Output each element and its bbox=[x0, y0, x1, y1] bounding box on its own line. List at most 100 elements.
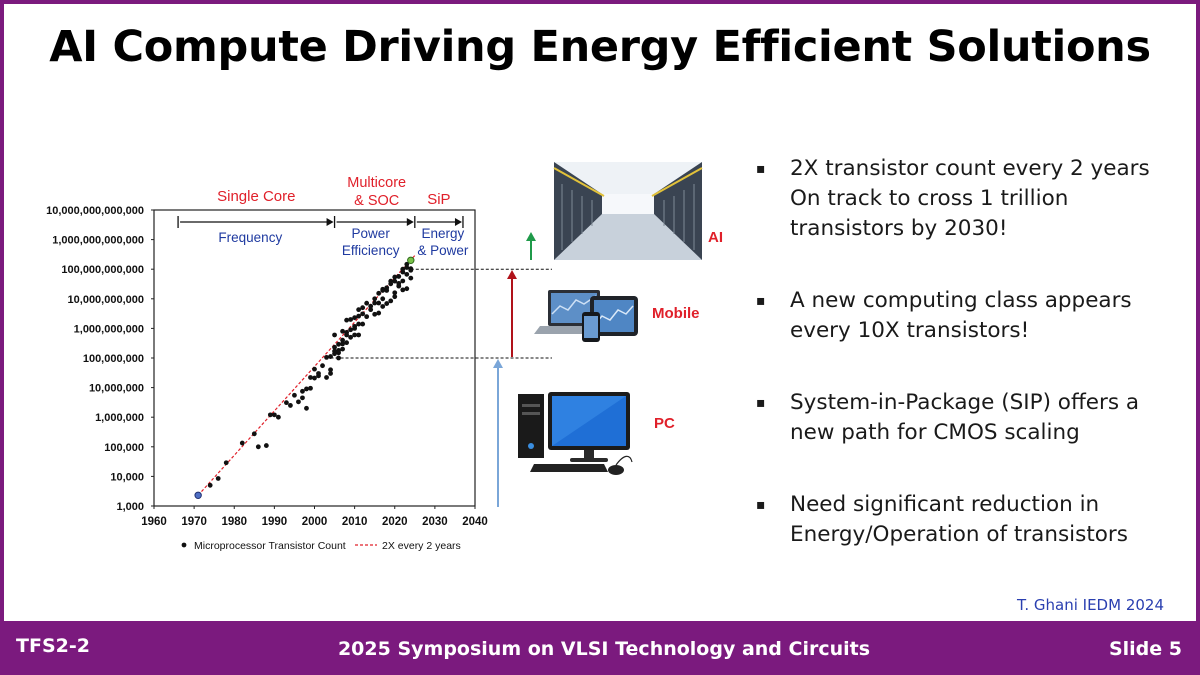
legend-label: Microprocessor Transistor Count bbox=[194, 540, 346, 552]
data-point bbox=[340, 337, 345, 343]
data-point bbox=[255, 444, 261, 450]
data-point bbox=[336, 355, 341, 361]
data-point bbox=[400, 287, 406, 293]
era-label: SiP bbox=[427, 191, 450, 208]
data-point bbox=[340, 341, 345, 347]
data-point bbox=[364, 314, 370, 320]
citation: T. Ghani IEDM 2024 bbox=[1016, 596, 1164, 614]
datacenter-image bbox=[553, 162, 703, 260]
y-tick-label: 10,000,000 bbox=[89, 383, 144, 395]
data-point bbox=[376, 300, 382, 306]
ai-label: AI bbox=[708, 229, 723, 246]
footer-conference: 2025 Symposium on VLSI Technology and Ci… bbox=[337, 638, 871, 660]
x-tick-label: 2000 bbox=[302, 516, 328, 528]
y-tick-label: 10,000,000,000,000 bbox=[46, 205, 144, 217]
phase-label: Frequency bbox=[218, 230, 282, 245]
data-point bbox=[356, 313, 362, 319]
y-tick-label: 1,000,000,000 bbox=[74, 323, 144, 335]
bullet-marker: ▪ bbox=[756, 161, 766, 177]
data-point bbox=[404, 261, 410, 267]
laptop-tablet-phone-image bbox=[534, 290, 638, 342]
data-point bbox=[300, 388, 305, 394]
data-point bbox=[376, 310, 382, 316]
data-point bbox=[376, 290, 382, 296]
device-classes: AI Mobile bbox=[504, 154, 734, 514]
data-point bbox=[384, 301, 390, 306]
data-point bbox=[380, 286, 386, 292]
data-point bbox=[408, 266, 414, 272]
bullet-marker: ▪ bbox=[756, 395, 766, 411]
data-point bbox=[223, 460, 229, 466]
footer-session-id: TFS2-2 bbox=[16, 635, 90, 657]
data-point bbox=[312, 366, 317, 372]
data-point bbox=[308, 375, 313, 380]
data-point bbox=[300, 395, 305, 401]
data-point bbox=[215, 476, 221, 481]
y-tick-label: 1,000,000 bbox=[95, 412, 144, 424]
bullet-item: ▪ 2X transistor count every 2 years On tra… bbox=[756, 154, 1176, 244]
data-point bbox=[312, 375, 317, 381]
data-point bbox=[288, 403, 293, 408]
data-point bbox=[360, 311, 366, 317]
data-point bbox=[404, 271, 410, 277]
data-point bbox=[340, 328, 345, 334]
bullet-text-line: A new computing class appears bbox=[790, 288, 1132, 313]
data-point bbox=[388, 281, 394, 287]
data-point bbox=[344, 340, 349, 346]
data-point bbox=[360, 305, 366, 311]
data-point bbox=[263, 443, 269, 448]
data-point bbox=[352, 326, 358, 331]
device-classes-svg: AI Mobile bbox=[518, 162, 723, 475]
y-tick-label: 10,000 bbox=[110, 471, 144, 483]
x-tick-label: 2020 bbox=[382, 516, 408, 528]
data-point bbox=[344, 317, 349, 323]
data-point bbox=[396, 274, 402, 279]
x-tick-label: 1990 bbox=[262, 516, 288, 528]
bullet-item: ▪ Need significant reduction in Energy/Ope… bbox=[756, 490, 1176, 550]
data-point bbox=[251, 431, 257, 437]
bullet-text-line: new path for CMOS scaling bbox=[790, 420, 1080, 445]
bullet-text-line: System-in-Package (SIP) offers a bbox=[790, 390, 1140, 415]
desktop-computer-image bbox=[518, 392, 633, 475]
era-arrowhead bbox=[454, 218, 462, 226]
latest-point bbox=[407, 256, 415, 264]
data-point bbox=[328, 354, 333, 359]
data-point bbox=[392, 278, 398, 284]
data-point bbox=[372, 311, 378, 317]
x-tick-label: 2040 bbox=[462, 516, 488, 528]
transistor-chart: 1,000 10,000 100,000 1,000,000 10,000,000 100… bbox=[22, 164, 552, 559]
data-point bbox=[336, 341, 341, 347]
phase-label: Power Efficiency bbox=[342, 226, 400, 258]
data-point bbox=[404, 286, 410, 292]
data-point bbox=[380, 296, 386, 302]
data-point bbox=[296, 399, 301, 405]
y-tick-label: 100,000,000,000 bbox=[61, 264, 144, 276]
data-point bbox=[308, 385, 313, 391]
footer-slide-number: Slide 5 bbox=[1108, 638, 1182, 660]
data-point bbox=[304, 405, 309, 411]
bullet-marker: ▪ bbox=[756, 293, 766, 309]
data-point bbox=[332, 344, 337, 350]
data-point bbox=[332, 351, 337, 357]
era-label: Multicore & SOC bbox=[347, 175, 406, 209]
data-point bbox=[292, 392, 297, 398]
bullet-text-line: every 10X transistors! bbox=[790, 318, 1030, 343]
y-tick-label: 1,000 bbox=[116, 501, 144, 513]
x-tick-label: 2010 bbox=[342, 516, 368, 528]
data-point bbox=[368, 307, 374, 313]
y-tick-label: 1,000,000,000,000 bbox=[52, 235, 144, 247]
data-point bbox=[360, 321, 366, 327]
data-point bbox=[340, 346, 345, 352]
data-point bbox=[348, 334, 354, 340]
data-point bbox=[284, 400, 289, 406]
x-tick-label: 2030 bbox=[422, 516, 448, 528]
bullet-text-line: On track to cross 1 trillion bbox=[790, 186, 1069, 211]
data-point bbox=[352, 332, 358, 338]
pc-growth-arrow-head bbox=[493, 359, 503, 368]
mobile-growth-arrow-head bbox=[507, 270, 517, 279]
footer-bar: TFS2-2 2025 Symposium on VLSI Technology… bbox=[4, 621, 1196, 675]
data-point bbox=[392, 274, 398, 280]
slide-title: AI Compute Driving Energy Efficient Solu… bbox=[49, 22, 1151, 72]
data-point bbox=[275, 414, 281, 420]
